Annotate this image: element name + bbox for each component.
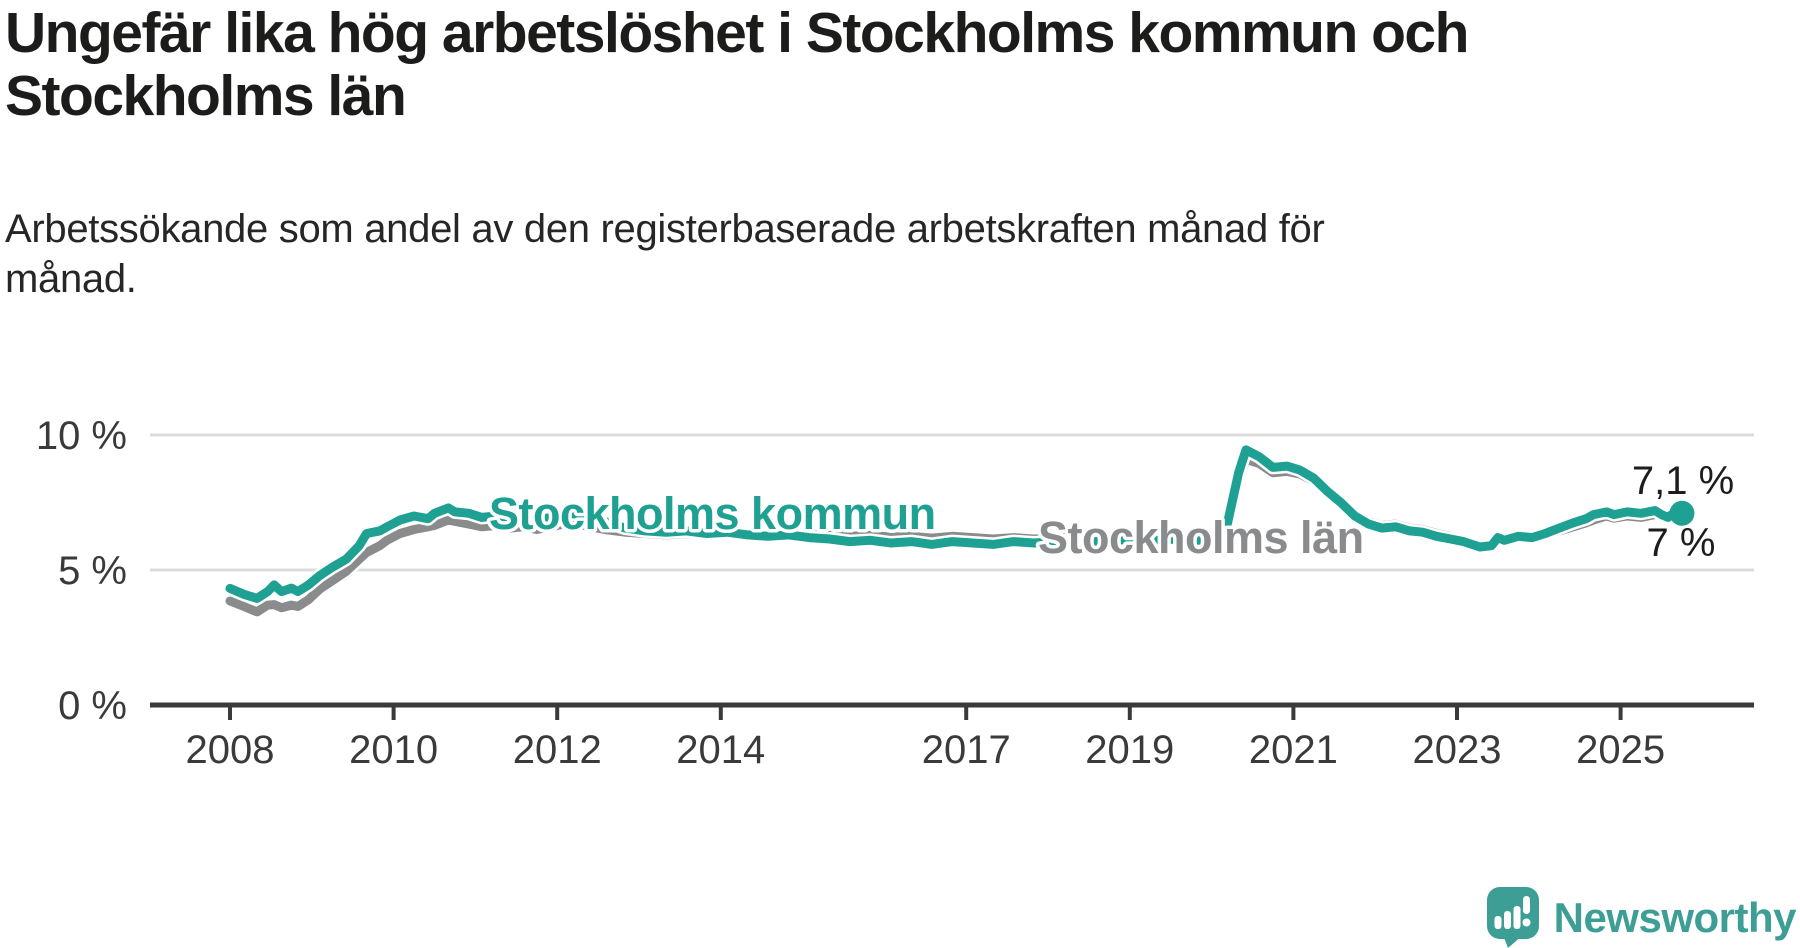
y-tick-label-10: 10 % (36, 414, 127, 458)
series-label-stockholms-kommun: Stockholms kommun (489, 488, 936, 539)
series-label-stockholms-län: Stockholms län (1038, 512, 1364, 563)
newsworthy-logo: Newsworthy (1486, 887, 1797, 948)
x-tick-label-2010: 2010 (349, 728, 438, 772)
y-tick-label-0: 0 % (58, 684, 127, 728)
x-tick-label-2019: 2019 (1085, 728, 1174, 772)
x-tick-label-2008: 2008 (186, 728, 275, 772)
x-tick-label-2021: 2021 (1249, 728, 1338, 772)
series-line-stockholms-kommun (225, 445, 1687, 603)
chart-subtitle-line1: Arbetssökande som andel av den registerb… (5, 207, 1325, 251)
x-tick-label-2012: 2012 (513, 728, 602, 772)
newsworthy-icon (1486, 887, 1539, 948)
end-value-label-stockholms-län: 7 % (1647, 521, 1716, 565)
end-dot-stockholms-kommun (1669, 500, 1695, 526)
chart-title-line2: Stockholms län (5, 64, 407, 128)
x-tick-label-2014: 2014 (676, 728, 765, 772)
brand-name: Newsworthy (1553, 894, 1797, 941)
chart-subtitle: Arbetssökande som andel av den registerb… (5, 204, 1325, 304)
x-tick-label-2017: 2017 (922, 728, 1011, 772)
x-tick-label-2023: 2023 (1413, 728, 1502, 772)
chart-title: Ungefär lika hög arbetslöshet i Stockhol… (5, 1, 1469, 128)
y-tick-label-5: 5 % (58, 549, 127, 593)
chart-subtitle-line2: månad. (5, 257, 137, 301)
end-value-label-stockholms-kommun: 7,1 % (1632, 459, 1734, 503)
x-tick-label-2025: 2025 (1576, 728, 1665, 772)
chart-title-line1: Ungefär lika hög arbetslöshet i Stockhol… (5, 1, 1469, 65)
